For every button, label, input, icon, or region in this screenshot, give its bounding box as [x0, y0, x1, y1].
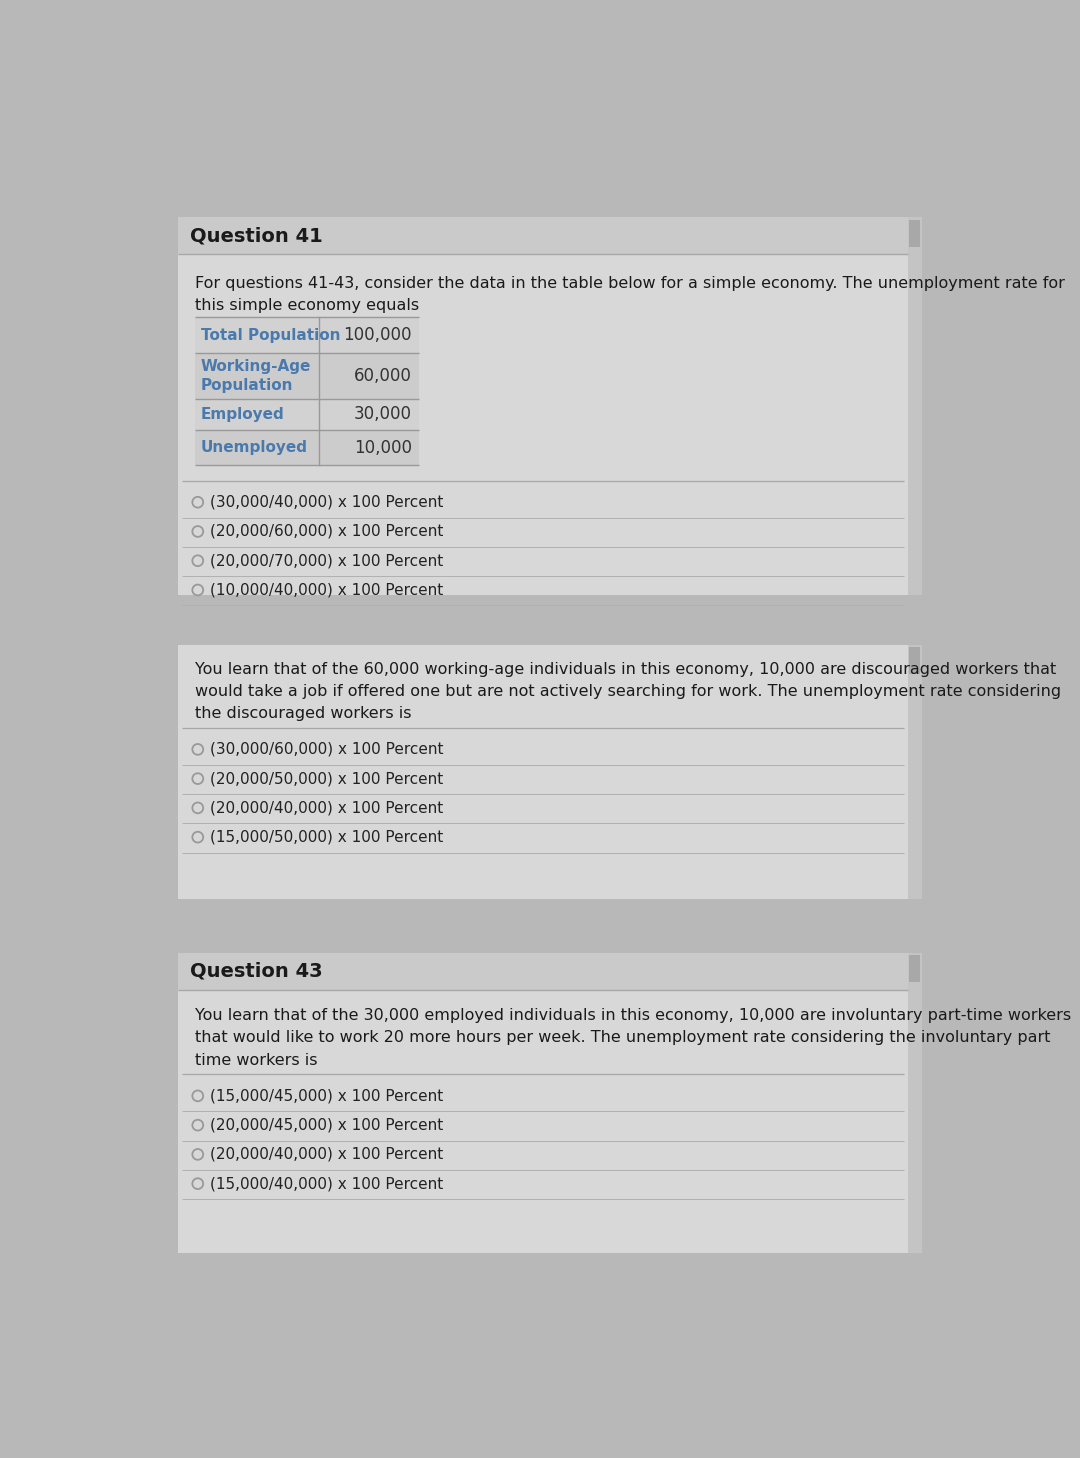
Text: 30,000: 30,000 [353, 405, 411, 423]
Text: Total Population: Total Population [201, 328, 340, 343]
Text: (20,000/45,000) x 100 Percent: (20,000/45,000) x 100 Percent [211, 1118, 444, 1133]
Text: You learn that of the 60,000 working-age individuals in this economy, 10,000 are: You learn that of the 60,000 working-age… [194, 662, 1061, 722]
FancyBboxPatch shape [909, 955, 920, 981]
FancyBboxPatch shape [177, 217, 907, 254]
FancyBboxPatch shape [909, 220, 920, 246]
FancyBboxPatch shape [194, 430, 419, 465]
Text: (20,000/40,000) x 100 Percent: (20,000/40,000) x 100 Percent [211, 800, 444, 815]
Text: Question 41: Question 41 [190, 226, 323, 245]
Text: (20,000/60,000) x 100 Percent: (20,000/60,000) x 100 Percent [211, 523, 444, 539]
Text: (20,000/50,000) x 100 Percent: (20,000/50,000) x 100 Percent [211, 771, 444, 786]
Text: For questions 41-43, consider the data in the table below for a simple economy. : For questions 41-43, consider the data i… [194, 276, 1065, 313]
Text: Working-Age
Population: Working-Age Population [201, 359, 311, 392]
Text: Unemployed: Unemployed [201, 440, 308, 455]
Text: (30,000/40,000) x 100 Percent: (30,000/40,000) x 100 Percent [211, 494, 444, 510]
FancyBboxPatch shape [909, 647, 920, 674]
Text: (20,000/40,000) x 100 Percent: (20,000/40,000) x 100 Percent [211, 1147, 444, 1162]
Text: (30,000/60,000) x 100 Percent: (30,000/60,000) x 100 Percent [211, 742, 444, 757]
Text: (15,000/50,000) x 100 Percent: (15,000/50,000) x 100 Percent [211, 830, 444, 844]
FancyBboxPatch shape [194, 353, 419, 399]
Text: 100,000: 100,000 [343, 327, 411, 344]
FancyBboxPatch shape [177, 952, 921, 1252]
Text: 10,000: 10,000 [353, 439, 411, 456]
FancyBboxPatch shape [194, 318, 419, 353]
FancyBboxPatch shape [907, 644, 921, 898]
Text: (20,000/70,000) x 100 Percent: (20,000/70,000) x 100 Percent [211, 553, 444, 569]
Text: (10,000/40,000) x 100 Percent: (10,000/40,000) x 100 Percent [211, 583, 444, 598]
FancyBboxPatch shape [177, 644, 907, 898]
FancyBboxPatch shape [907, 217, 921, 595]
Text: (15,000/45,000) x 100 Percent: (15,000/45,000) x 100 Percent [211, 1088, 444, 1104]
Text: (15,000/40,000) x 100 Percent: (15,000/40,000) x 100 Percent [211, 1177, 444, 1191]
FancyBboxPatch shape [177, 217, 921, 595]
Text: You learn that of the 30,000 employed individuals in this economy, 10,000 are in: You learn that of the 30,000 employed in… [194, 1007, 1070, 1067]
FancyBboxPatch shape [177, 254, 907, 595]
Text: Employed: Employed [201, 407, 285, 421]
FancyBboxPatch shape [194, 399, 419, 430]
FancyBboxPatch shape [177, 952, 907, 990]
FancyBboxPatch shape [907, 952, 921, 1252]
FancyBboxPatch shape [177, 644, 921, 898]
Text: Question 43: Question 43 [190, 962, 323, 981]
Text: 60,000: 60,000 [354, 367, 411, 385]
FancyBboxPatch shape [177, 990, 907, 1252]
